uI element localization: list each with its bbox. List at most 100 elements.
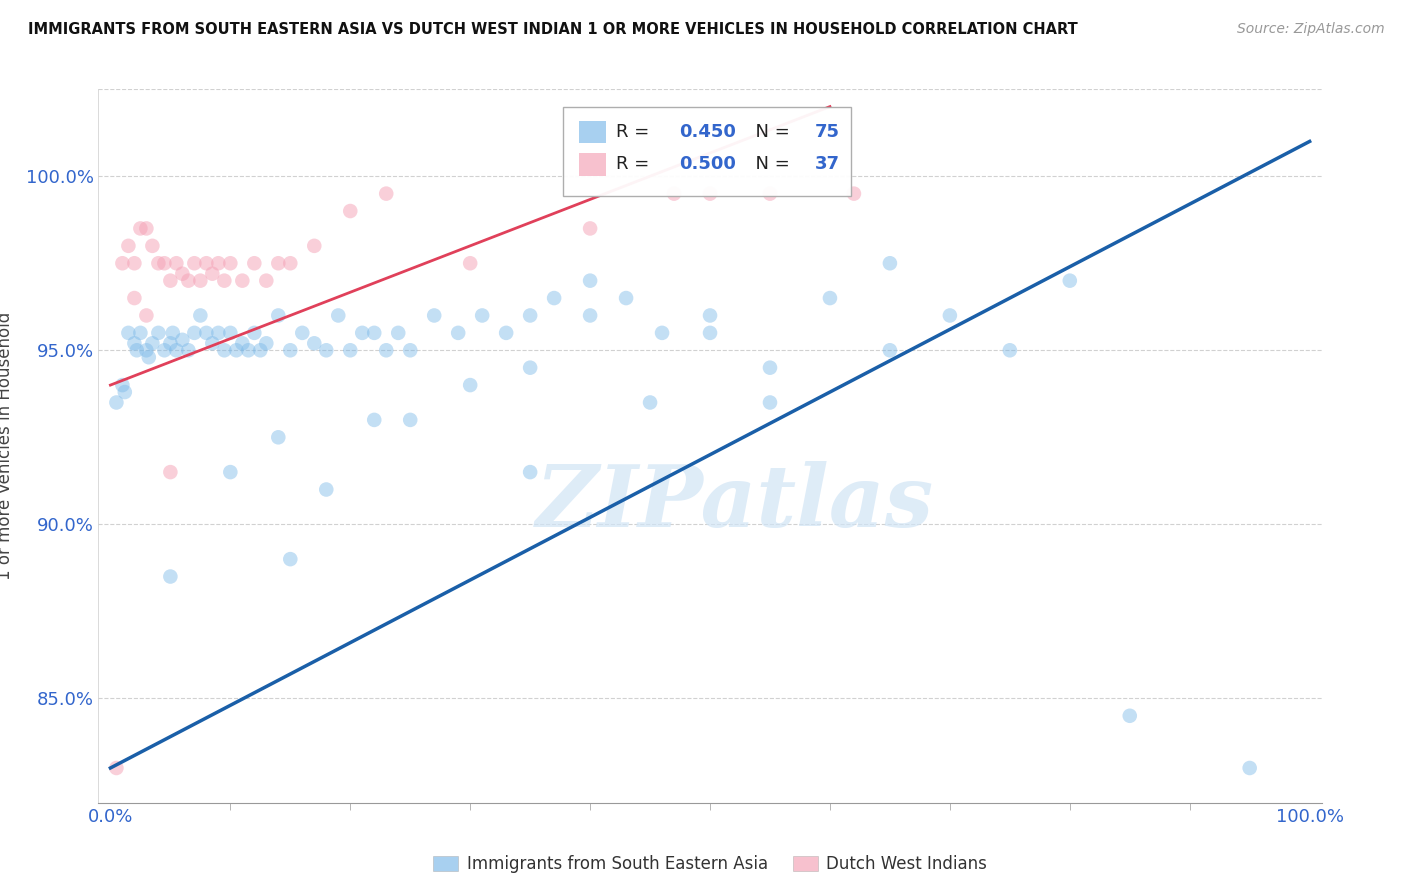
- Point: [214, 343, 236, 358]
- Y-axis label: 1 or more Vehicles in Household: 1 or more Vehicles in Household: [0, 312, 14, 580]
- Point: [471, 309, 494, 323]
- Point: [339, 343, 361, 358]
- Point: [254, 336, 277, 351]
- Point: [231, 336, 253, 351]
- Point: [1119, 708, 1142, 723]
- Point: [165, 343, 187, 358]
- Point: [219, 465, 242, 479]
- Point: [579, 274, 602, 288]
- Point: [543, 291, 565, 305]
- Point: [188, 309, 211, 323]
- Point: [177, 274, 200, 288]
- Point: [124, 336, 146, 351]
- Point: [423, 309, 446, 323]
- Point: [188, 274, 211, 288]
- Point: [759, 360, 782, 375]
- Point: [201, 267, 224, 281]
- Point: [135, 309, 157, 323]
- Point: [207, 326, 229, 340]
- Point: [328, 309, 350, 323]
- Point: [278, 256, 301, 270]
- Point: [363, 413, 385, 427]
- Point: [399, 343, 422, 358]
- Point: [998, 343, 1021, 358]
- Point: [1239, 761, 1261, 775]
- Point: [879, 343, 901, 358]
- Text: N =: N =: [744, 155, 796, 173]
- Point: [638, 395, 661, 409]
- Point: [159, 465, 181, 479]
- Point: [304, 336, 326, 351]
- Point: [225, 343, 247, 358]
- Point: [399, 413, 422, 427]
- Point: [159, 336, 181, 351]
- Point: [579, 221, 602, 235]
- Text: 75: 75: [815, 123, 841, 141]
- Point: [111, 256, 134, 270]
- Point: [254, 274, 277, 288]
- Point: [135, 343, 157, 358]
- Point: [117, 239, 139, 253]
- Point: [243, 256, 266, 270]
- Point: [278, 552, 301, 566]
- Point: [183, 256, 205, 270]
- Text: 0.450: 0.450: [679, 123, 737, 141]
- Text: 37: 37: [815, 155, 841, 173]
- Point: [159, 569, 181, 583]
- Point: [458, 256, 481, 270]
- Point: [124, 291, 146, 305]
- Point: [267, 309, 290, 323]
- Point: [141, 336, 163, 351]
- Point: [162, 326, 184, 340]
- Point: [818, 291, 841, 305]
- Point: [243, 326, 266, 340]
- Point: [339, 204, 361, 219]
- Text: 0.500: 0.500: [679, 155, 737, 173]
- Point: [352, 326, 374, 340]
- Point: [135, 221, 157, 235]
- Point: [699, 186, 721, 201]
- Point: [315, 343, 337, 358]
- Point: [177, 343, 200, 358]
- Point: [238, 343, 260, 358]
- Point: [375, 186, 398, 201]
- Point: [129, 221, 152, 235]
- Point: [195, 326, 218, 340]
- Point: [129, 326, 152, 340]
- Text: N =: N =: [744, 123, 796, 141]
- Point: [195, 256, 218, 270]
- Legend: Immigrants from South Eastern Asia, Dutch West Indians: Immigrants from South Eastern Asia, Dutc…: [426, 849, 994, 880]
- Point: [214, 274, 236, 288]
- Point: [651, 326, 673, 340]
- Text: IMMIGRANTS FROM SOUTH EASTERN ASIA VS DUTCH WEST INDIAN 1 OR MORE VEHICLES IN HO: IMMIGRANTS FROM SOUTH EASTERN ASIA VS DU…: [28, 22, 1078, 37]
- Point: [363, 326, 385, 340]
- Point: [153, 256, 176, 270]
- Point: [125, 343, 148, 358]
- Point: [879, 256, 901, 270]
- Point: [458, 378, 481, 392]
- Point: [315, 483, 337, 497]
- Point: [291, 326, 314, 340]
- Point: [153, 343, 176, 358]
- Point: [111, 378, 134, 392]
- Point: [201, 336, 224, 351]
- Point: [662, 186, 685, 201]
- Text: R =: R =: [616, 123, 655, 141]
- FancyBboxPatch shape: [579, 120, 606, 144]
- Point: [165, 256, 187, 270]
- Point: [141, 239, 163, 253]
- Point: [699, 326, 721, 340]
- Point: [939, 309, 962, 323]
- Point: [759, 186, 782, 201]
- Point: [304, 239, 326, 253]
- Point: [842, 186, 865, 201]
- Point: [105, 761, 128, 775]
- Point: [159, 274, 181, 288]
- Point: [447, 326, 470, 340]
- Point: [138, 350, 160, 364]
- Point: [267, 430, 290, 444]
- Point: [183, 326, 205, 340]
- Point: [375, 343, 398, 358]
- Point: [219, 256, 242, 270]
- Text: Source: ZipAtlas.com: Source: ZipAtlas.com: [1237, 22, 1385, 37]
